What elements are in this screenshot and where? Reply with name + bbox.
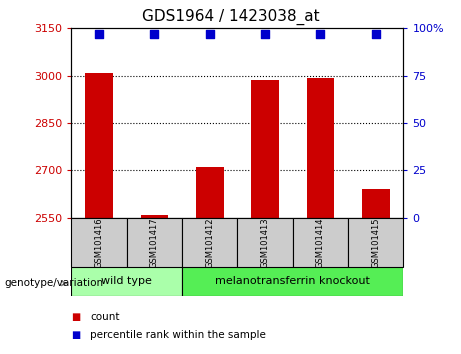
Point: [372, 31, 379, 37]
Bar: [141, 215, 168, 218]
Text: GSM101414: GSM101414: [316, 217, 325, 268]
Text: GSM101417: GSM101417: [150, 217, 159, 268]
Text: wild type: wild type: [101, 276, 152, 286]
FancyBboxPatch shape: [293, 218, 348, 267]
Point: [317, 31, 324, 37]
Point: [95, 31, 103, 37]
Text: percentile rank within the sample: percentile rank within the sample: [90, 330, 266, 339]
Point: [261, 31, 269, 37]
Text: GDS1964 / 1423038_at: GDS1964 / 1423038_at: [142, 9, 319, 25]
Text: ■: ■: [71, 330, 81, 339]
FancyBboxPatch shape: [71, 267, 182, 296]
Point: [151, 31, 158, 37]
Text: ■: ■: [71, 312, 81, 322]
Bar: [307, 78, 334, 218]
FancyBboxPatch shape: [71, 218, 127, 267]
Text: GSM101416: GSM101416: [95, 217, 104, 268]
FancyBboxPatch shape: [127, 218, 182, 267]
Text: count: count: [90, 312, 119, 322]
Bar: [196, 167, 224, 218]
FancyBboxPatch shape: [237, 218, 293, 267]
Bar: [85, 73, 113, 218]
Text: melanotransferrin knockout: melanotransferrin knockout: [215, 276, 370, 286]
FancyBboxPatch shape: [182, 267, 403, 296]
Bar: [362, 189, 390, 218]
Text: GSM101412: GSM101412: [205, 217, 214, 268]
FancyBboxPatch shape: [348, 218, 403, 267]
Bar: [251, 80, 279, 218]
FancyBboxPatch shape: [182, 218, 237, 267]
Text: GSM101413: GSM101413: [260, 217, 270, 268]
Text: GSM101415: GSM101415: [371, 217, 380, 268]
Point: [206, 31, 213, 37]
Text: genotype/variation: genotype/variation: [5, 278, 104, 288]
